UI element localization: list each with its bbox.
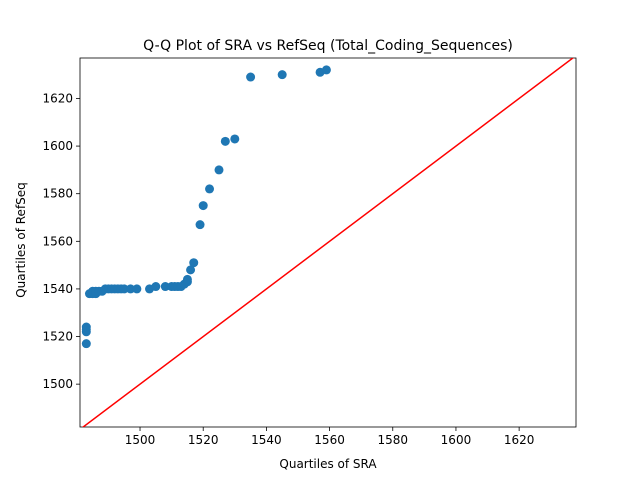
data-point (321, 65, 331, 75)
data-point (151, 282, 161, 292)
data-point (189, 258, 199, 268)
data-point (126, 284, 136, 294)
x-tick-label: 1540 (251, 433, 282, 447)
reference-line (81, 58, 575, 427)
y-tick-label: 1500 (42, 377, 73, 391)
reference-line-group (81, 58, 575, 427)
y-tick-label: 1520 (42, 330, 73, 344)
data-point (132, 284, 142, 294)
y-axis: 1500 1520 1540 1560 1580 1600 1620 (42, 91, 80, 391)
data-point (220, 136, 230, 146)
y-tick-label: 1540 (42, 282, 73, 296)
x-tick-label: 1620 (504, 433, 535, 447)
y-tick-label: 1600 (42, 139, 73, 153)
x-tick-label: 1520 (188, 433, 219, 447)
x-axis: 1500 1520 1540 1560 1580 1600 1620 (125, 427, 535, 447)
data-point (119, 284, 129, 294)
x-tick-label: 1600 (441, 433, 472, 447)
y-tick-label: 1580 (42, 187, 73, 201)
data-point (214, 165, 224, 175)
data-point (230, 134, 240, 144)
x-tick-label: 1580 (377, 433, 408, 447)
data-point (198, 201, 208, 211)
data-point (205, 184, 215, 194)
x-tick-label: 1500 (125, 433, 156, 447)
data-point (186, 265, 196, 275)
y-tick-label: 1560 (42, 234, 73, 248)
data-point (246, 72, 256, 82)
data-point (195, 220, 205, 230)
data-point (182, 274, 192, 284)
y-tick-label: 1620 (42, 91, 73, 105)
data-point (81, 322, 91, 332)
data-point (277, 70, 287, 80)
data-point (81, 339, 91, 349)
data-point (160, 282, 170, 292)
y-axis-label: Quartiles of RefSeq (14, 182, 28, 298)
plot-area (79, 57, 577, 428)
x-axis-label: Quartiles of SRA (279, 457, 377, 471)
x-tick-label: 1560 (314, 433, 345, 447)
axes-frame (79, 57, 577, 428)
data-points (81, 65, 331, 349)
chart-title: Q-Q Plot of SRA vs RefSeq (Total_Coding_… (143, 38, 513, 54)
